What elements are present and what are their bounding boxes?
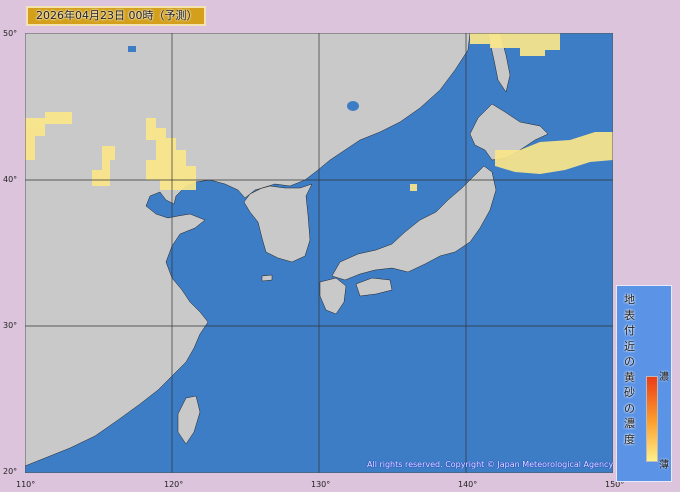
concentration-legend: 地表付近の黄砂の濃度 濃 薄 — [616, 285, 672, 482]
lat-label-50: 50° — [3, 29, 18, 38]
lon-label-140: 140° — [458, 480, 478, 489]
dust-area-inner-mongolia — [92, 146, 115, 186]
kyushu — [319, 277, 347, 315]
legend-high-label: 濃 — [659, 372, 669, 383]
honshu — [331, 165, 497, 281]
dust-forecast-map — [25, 33, 613, 473]
buir-lake — [128, 46, 136, 52]
jeju — [261, 274, 273, 282]
lat-label-30: 30° — [3, 321, 18, 330]
dust-area-mongolia — [25, 112, 72, 160]
dust-area-north — [470, 33, 560, 56]
hokkaido — [469, 103, 549, 161]
khanka-lake — [347, 101, 359, 111]
legend-title: 地表付近の黄砂の濃度 — [624, 293, 635, 446]
shikoku — [355, 277, 393, 297]
dust-area-northeast-china — [146, 118, 196, 190]
lon-label-120: 120° — [164, 480, 184, 489]
dust-area-east-hokkaido — [495, 132, 613, 174]
lon-label-150: 150° — [605, 480, 625, 489]
lakes — [128, 46, 359, 111]
grid-lines — [25, 33, 613, 473]
lat-label-40: 40° — [3, 175, 18, 184]
taiwan — [177, 395, 201, 445]
lon-label-110: 110° — [16, 480, 36, 489]
forecast-time-title: 2026年04月23日 00時（予測） — [26, 6, 206, 26]
lat-label-20: 20° — [3, 467, 18, 476]
legend-color-bar — [646, 376, 658, 462]
dust-area-small — [410, 184, 417, 191]
copyright-notice: All rights reserved. Copyright © Japan M… — [367, 460, 614, 469]
dust-areas — [25, 33, 613, 191]
legend-low-label: 薄 — [659, 460, 669, 471]
lon-label-130: 130° — [311, 480, 331, 489]
